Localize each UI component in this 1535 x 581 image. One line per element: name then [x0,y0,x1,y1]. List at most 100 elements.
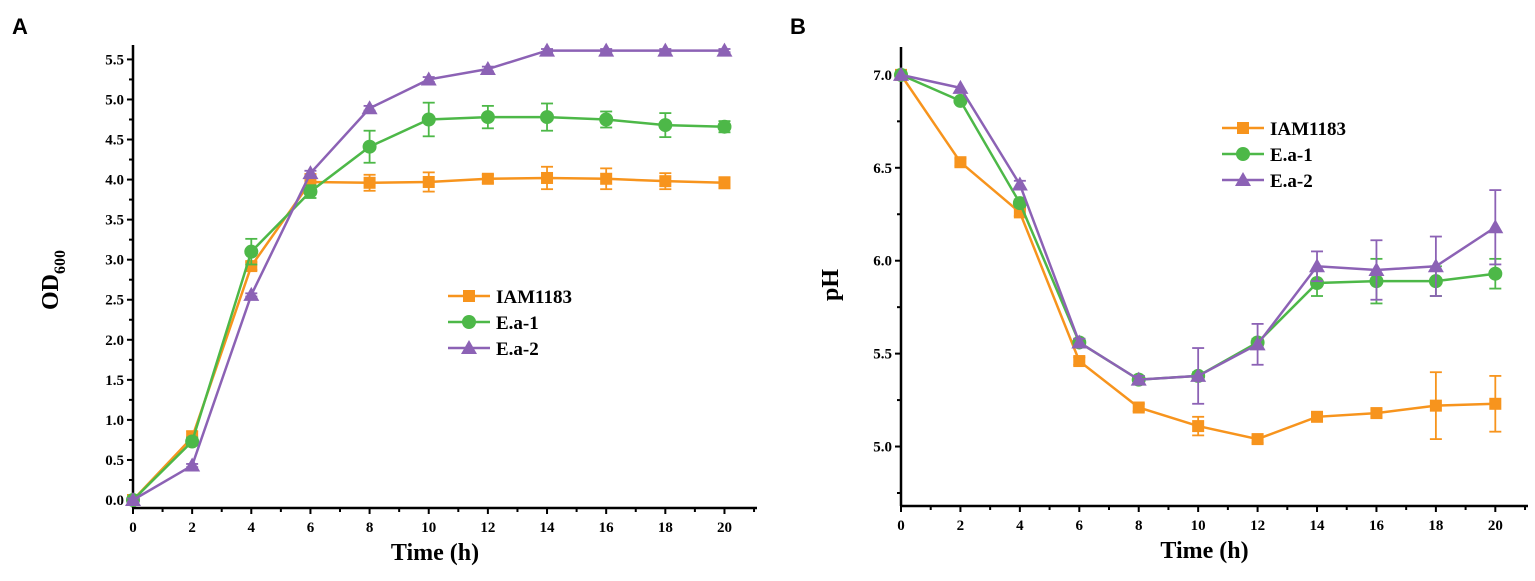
data-point [302,165,319,180]
data-point [1310,276,1325,291]
y-tick-label: 0.0 [105,493,124,509]
data-point [1012,196,1027,211]
data-point [658,118,673,133]
data-point [184,457,201,472]
series-ea-2 [893,66,1504,405]
data-point [539,42,556,57]
data-point [1251,433,1264,446]
data-point [718,176,731,189]
data-point [185,434,200,449]
y-tick-label: 3.0 [105,253,124,269]
data-point [1190,367,1207,382]
panel-label-b: B [790,14,806,39]
legend-marker [462,315,476,329]
data-point [244,244,259,259]
series-line [900,73,1496,381]
x-tick-label: 0 [129,520,137,536]
data-point [1192,420,1205,433]
x-tick-label: 12 [480,520,495,536]
x-tick-label: 10 [1191,518,1206,534]
chart-b-ph: 0 2 4 6 8 10 12 14 16 18 20 5.0 5.5 6.0 6.5 7.0 Time (h)… [818,47,1528,564]
data-point [1130,371,1147,386]
legend-label: IAM1183 [496,287,572,308]
y-axis-title-main: OD [38,274,64,310]
legend-label: E.a-2 [1270,171,1313,192]
x-tick-label: 14 [1310,518,1326,534]
y-tick-label: 4.0 [105,173,124,189]
series-line [900,73,1496,381]
legend-label: E.a-2 [496,339,539,360]
data-point [1309,258,1326,273]
data-point [952,79,969,94]
legend-marker [461,340,477,354]
x-axis-title: Time (h) [391,540,479,566]
legend-marker [1236,147,1250,161]
y-tick-label: 4.5 [105,133,124,149]
x-tick-label: 14 [540,520,556,536]
data-point [480,110,495,125]
data-point [303,184,318,199]
legend-label: E.a-1 [1270,145,1313,166]
x-tick-label: 4 [248,520,256,536]
legend-item: IAM1183 [448,287,572,308]
legend-item: E.a-2 [448,339,539,360]
y-tick-label: 6.0 [873,254,892,270]
x-tick-label: 20 [1488,518,1503,534]
data-point [1429,399,1442,412]
data-point [716,42,733,57]
data-point [540,110,555,125]
data-point [541,171,554,184]
data-point [245,260,258,273]
chart-a-od600: 0 2 4 6 8 10 12 14 16 18 20 0.0 0.5 1.0 1.5 2.0 2.5 3.0 3.… [38,42,757,566]
legend-marker [463,290,475,302]
data-point [479,61,496,76]
legend-item: E.a-2 [1222,171,1313,192]
legend-label: IAM1183 [1270,119,1346,140]
data-point [1489,397,1502,410]
data-point [600,172,613,185]
data-point [1488,266,1503,281]
y-tick-label: 1.0 [105,413,124,429]
panel-label-a: A [12,14,28,39]
x-tick-label: 20 [717,520,732,536]
data-point [1368,261,1385,276]
y-tick-label: 5.5 [873,347,892,363]
x-axis-title: Time (h) [1160,538,1248,564]
data-point [1487,219,1504,234]
legend-label: E.a-1 [496,313,539,334]
y-axis-title: OD600 [38,250,69,310]
data-point [1132,401,1145,414]
data-point [363,176,376,189]
data-point [717,119,732,134]
legend-marker [1235,172,1251,186]
y-tick-label: 5.0 [873,440,892,456]
data-point [422,175,435,188]
data-point [362,139,377,154]
x-tick-label: 6 [1076,518,1084,534]
x-tick-label: 18 [1428,518,1443,534]
x-tick-label: 12 [1250,518,1265,534]
data-point [243,286,260,301]
y-tick-label: 7.0 [873,68,892,84]
y-axis-title-main: pH [818,269,844,301]
data-point [599,112,614,127]
x-tick-label: 0 [897,518,905,534]
data-point [659,175,672,188]
x-tick-label: 6 [307,520,315,536]
legend-item: IAM1183 [1222,119,1346,140]
data-point [893,66,909,81]
legend-item: E.a-1 [448,313,539,334]
data-point [1370,407,1383,420]
y-axis-title-subscript: 600 [52,250,69,274]
y-tick-label: 2.0 [105,333,124,349]
x-tick-label: 16 [1369,518,1385,534]
data-point [481,172,494,185]
x-tick-label: 2 [957,518,965,534]
y-axis-title: pH [818,269,844,301]
x-tick-label: 8 [1135,518,1143,534]
x-tick-label: 8 [366,520,374,536]
y-tick-label: 3.5 [105,213,124,229]
y-tick-label: 0.5 [105,453,124,469]
y-tick-label: 5.0 [105,92,124,108]
